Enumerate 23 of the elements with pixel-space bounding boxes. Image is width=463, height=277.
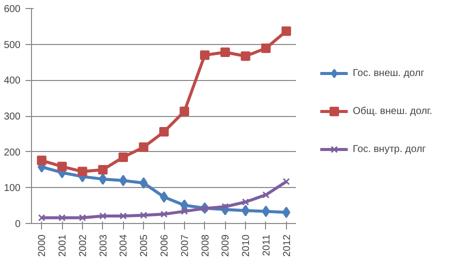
y-tick-label: 500 xyxy=(4,40,21,51)
x-tick-label: 2006 xyxy=(160,234,170,257)
x-tick-label: 2001 xyxy=(58,234,69,257)
x-tick-label: 2002 xyxy=(78,234,89,257)
legend-label: Общ. внеш. долг. xyxy=(352,106,432,116)
y-tick-label: 200 xyxy=(4,147,21,158)
y-tick-label: 300 xyxy=(4,112,21,122)
x-tick-label: 2003 xyxy=(98,234,110,257)
x-tick-label: 2008 xyxy=(200,234,212,257)
x-tick-label: 2005 xyxy=(139,234,150,257)
y-tick-label: 0 xyxy=(14,219,21,230)
y-tick-label: 400 xyxy=(4,76,21,87)
x-tick-label: 2004 xyxy=(118,234,130,257)
legend-label: Гос. внеш. долг xyxy=(352,68,424,78)
y-tick-label: 600 xyxy=(4,4,21,15)
legend-label: Гос. внутр. долг xyxy=(352,144,426,154)
x-tick-label: 2011 xyxy=(261,234,272,256)
x-tick-label: 2000 xyxy=(37,234,48,257)
x-tick-label: 2009 xyxy=(220,234,232,257)
x-tick-label: 2010 xyxy=(241,234,252,257)
x-tick-label: 2007 xyxy=(180,234,191,257)
x-tick-label: 2012 xyxy=(282,234,293,257)
y-tick-label: 100 xyxy=(4,183,21,194)
